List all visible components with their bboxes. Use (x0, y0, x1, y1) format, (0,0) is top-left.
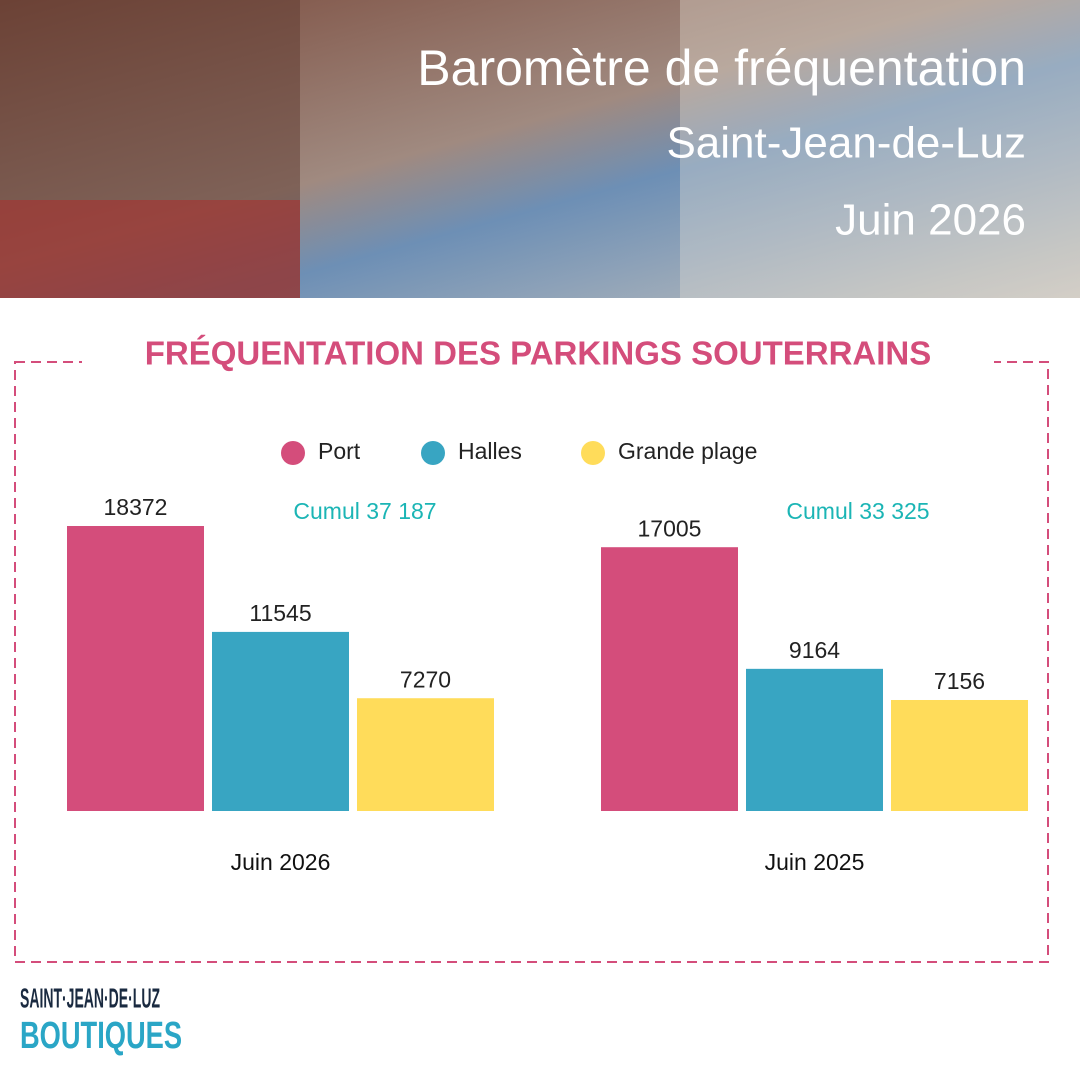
value-label: 11545 (249, 600, 311, 626)
logo-line2: BOUTIQUES (20, 1015, 182, 1057)
bar (601, 547, 738, 811)
header-date: Juin 2026 (835, 196, 1026, 245)
legend-swatch (281, 441, 305, 465)
header-photo (0, 0, 1080, 298)
legend-label: Grande plage (618, 438, 757, 464)
value-label: 17005 (638, 515, 702, 541)
header-subtitle: Saint-Jean-de-Luz (666, 119, 1026, 168)
chart-title: FRÉQUENTATION DES PARKINGS SOUTERRAINS (145, 335, 932, 372)
category-label: Juin 2025 (765, 849, 865, 875)
annotation: Cumul 37 187 (293, 498, 436, 524)
value-label: 18372 (104, 494, 168, 520)
legend-label: Port (318, 438, 361, 464)
value-label: 7270 (400, 666, 451, 692)
bar (212, 631, 349, 811)
header-title: Baromètre de fréquentation (417, 40, 1026, 96)
bar (891, 699, 1028, 811)
value-label: 9164 (789, 637, 840, 663)
legend-swatch (581, 441, 605, 465)
value-label: 7156 (934, 668, 985, 694)
building (680, 0, 1080, 298)
category-label: Juin 2026 (231, 849, 331, 875)
logo-line1: SAINT·JEAN·DE·LUZ (20, 982, 160, 1013)
title-backdrop (82, 330, 994, 385)
awning (0, 200, 300, 298)
bar (357, 698, 494, 811)
bar (67, 526, 204, 811)
bar (746, 668, 883, 811)
annotation: Cumul 33 325 (786, 498, 929, 524)
legend-label: Halles (458, 438, 522, 464)
legend-swatch (421, 441, 445, 465)
